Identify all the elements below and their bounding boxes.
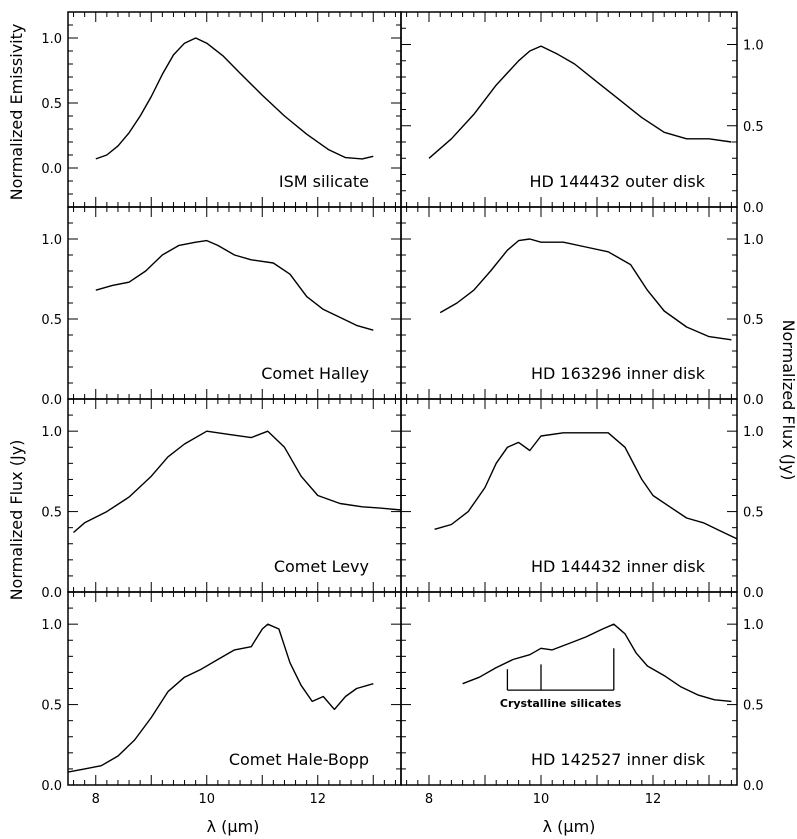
y-tick-label: 1.0 — [41, 425, 62, 440]
panel-label: ISM silicate — [279, 172, 369, 191]
y-tick-label: 0.5 — [41, 506, 62, 521]
y-tick-label: 1.0 — [41, 32, 62, 47]
panel-hd-144432-outer-disk: 0.0 0.5 1.0 HD 144432 outer disk — [400, 11, 764, 216]
y-tick-label: 0.5 — [743, 120, 764, 135]
panel-comet-halley: 0.0 0.5 1.0 Comet Halley — [41, 206, 402, 408]
spectrum-line — [67, 623, 374, 773]
y-tick-label: 0.5 — [41, 97, 62, 112]
panel-label: Comet Hale-Bopp — [229, 750, 369, 769]
panel-label: Comet Levy — [274, 557, 369, 576]
y-tick-label: 1.0 — [743, 39, 764, 54]
xlabel-left: λ (μm) — [207, 817, 260, 836]
panel-hd-163296-inner-disk: 0.0 0.5 1.0 HD 163296 inner disk — [400, 206, 764, 408]
ylabel-right: Normalized Flux (Jy) — [779, 320, 797, 481]
x-tick-label: 8 — [92, 792, 100, 807]
panel-comet-levy: 0.0 0.5 1.0 Comet Levy — [41, 398, 402, 601]
panel-comet-hale-bopp: 0.0 0.5 1.0 8 10 12 Comet Hale-Bopp — [41, 591, 402, 807]
panel-label: HD 144432 outer disk — [529, 172, 705, 191]
panel-label: Comet Halley — [261, 364, 369, 383]
y-tick-label: 0.5 — [41, 313, 62, 328]
y-tick-label: 0.5 — [743, 313, 764, 328]
y-tick-label: 1.0 — [743, 233, 764, 248]
x-tick-label: 12 — [309, 792, 326, 807]
spectrum-line — [73, 430, 402, 534]
y-tick-label: 0.0 — [743, 201, 764, 216]
ylabel-left: Normalized Flux (Jy) — [7, 440, 26, 601]
y-tick-label: 1.0 — [743, 425, 764, 440]
y-tick-label: 1.0 — [743, 618, 764, 633]
spectrum-line — [434, 432, 738, 540]
panel-label: HD 163296 inner disk — [531, 364, 706, 383]
crystalline-silicates-label: Crystalline silicates — [500, 697, 622, 710]
x-tick-label: 10 — [198, 792, 215, 807]
panels: 0.0 0.5 1.0 ISM silicate 0.0 0.5 1.0 HD 144432 … — [41, 11, 764, 807]
y-tick-label: 0.0 — [41, 162, 62, 177]
y-tick-label: 0.0 — [41, 586, 62, 601]
y-tick-label: 0.0 — [743, 586, 764, 601]
ylabel-top-left: Normalized Emissivity — [7, 24, 26, 201]
x-tick-label: 12 — [645, 792, 662, 807]
y-tick-label: 1.0 — [41, 618, 62, 633]
y-tick-label: 0.5 — [743, 506, 764, 521]
panel-hd-142527-inner-disk: 0.0 0.5 1.0 8 10 12 HD 142527 inner disk Crysta… — [400, 591, 764, 807]
y-tick-label: 0.5 — [41, 699, 62, 714]
y-tick-label: 0.5 — [743, 699, 764, 714]
panel-label: HD 142527 inner disk — [531, 750, 706, 769]
panel-ism-silicate: 0.0 0.5 1.0 ISM silicate — [41, 11, 402, 208]
panel-label: HD 144432 inner disk — [531, 557, 706, 576]
x-tick-label: 10 — [533, 792, 550, 807]
y-tick-label: 0.0 — [743, 393, 764, 408]
spectrum-line — [95, 37, 374, 160]
y-tick-label: 0.0 — [743, 779, 764, 794]
spectrum-line — [439, 238, 732, 341]
panel-hd-144432-inner-disk: 0.0 0.5 1.0 HD 144432 inner disk — [400, 398, 764, 601]
spectrum-line — [462, 623, 732, 703]
spectrum-line — [95, 239, 374, 331]
spectrum-line — [428, 45, 732, 159]
x-tick-label: 8 — [425, 792, 433, 807]
xlabel-right: λ (μm) — [543, 817, 596, 836]
y-tick-label: 0.0 — [41, 779, 62, 794]
y-tick-label: 1.0 — [41, 233, 62, 248]
y-tick-label: 0.0 — [41, 393, 62, 408]
